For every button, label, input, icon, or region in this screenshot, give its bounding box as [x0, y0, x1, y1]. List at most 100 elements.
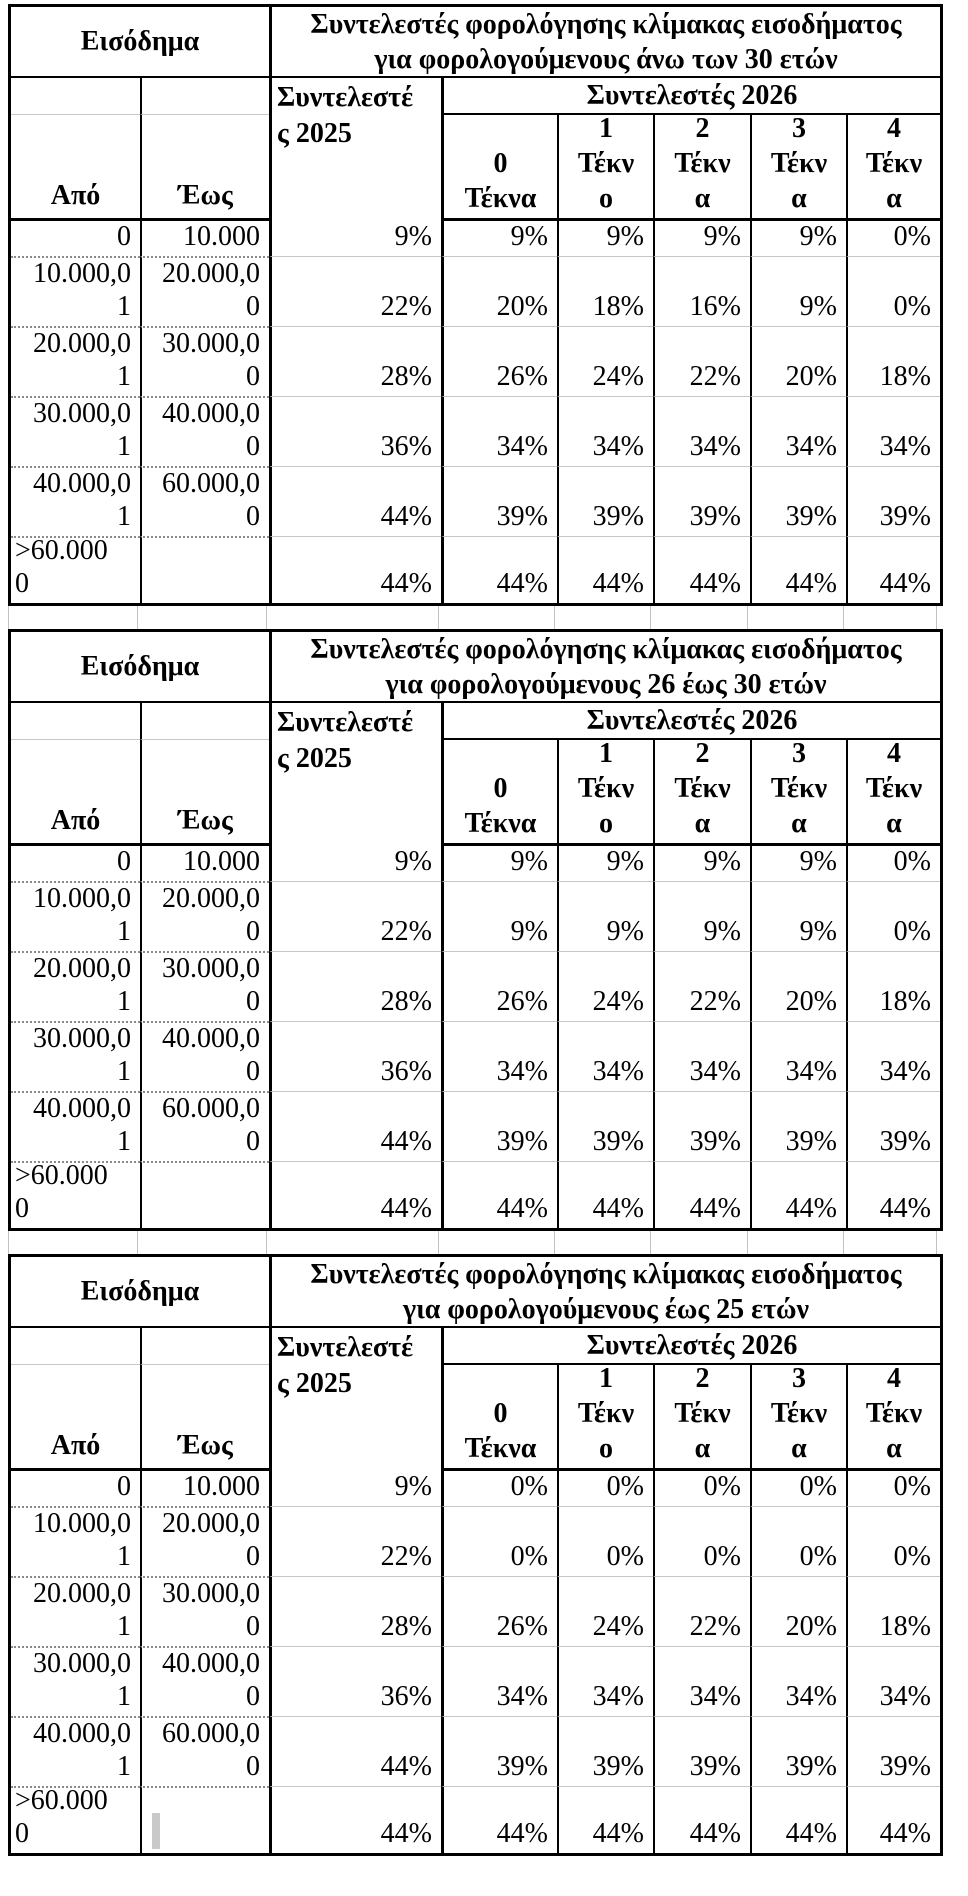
cell-from: >60.000 0	[11, 1161, 140, 1228]
grid-line-cell	[554, 606, 650, 629]
children-header-1: 1 Τέκν ο	[557, 740, 653, 846]
cell-from: 40.000,0 1	[11, 466, 140, 536]
cell-rate-2026-0: 20%	[441, 256, 557, 326]
cell-to	[140, 536, 269, 603]
rate-2025-header: Συντελεστέ ς 2025	[269, 1328, 441, 1471]
cell-to: 20.000,0 0	[140, 881, 269, 951]
cell-rate-2026-1: 18%	[557, 256, 653, 326]
cell-rate-2026-3: 44%	[750, 1161, 846, 1228]
children-header-0: 0 Τέκνα	[441, 1365, 557, 1471]
cell-rate-2026-1: 39%	[557, 1091, 653, 1161]
table-gap	[8, 1231, 943, 1254]
grid-line-cell	[438, 606, 554, 629]
blank-header-cell	[11, 703, 140, 740]
cell-rate-2026-1: 9%	[557, 846, 653, 881]
cell-to	[140, 1161, 269, 1228]
table-gap	[8, 606, 943, 629]
grid-line-cell	[650, 606, 747, 629]
grid-line-cell	[843, 1231, 937, 1254]
cell-from: 10.000,0 1	[11, 256, 140, 326]
cell-rate-2025: 44%	[269, 536, 441, 603]
cell-to: 30.000,0 0	[140, 326, 269, 396]
cell-rate-2025: 44%	[269, 1161, 441, 1228]
grid-line-cell	[266, 606, 438, 629]
cell-rate-2026-2: 44%	[653, 536, 750, 603]
grid-line-cell	[137, 1231, 266, 1254]
cell-rate-2026-3: 20%	[750, 951, 846, 1021]
cell-rate-2026-0: 39%	[441, 1091, 557, 1161]
cell-to: 60.000,0 0	[140, 1716, 269, 1786]
cell-rate-2026-0: 34%	[441, 1646, 557, 1716]
cell-rate-2026-0: 34%	[441, 1021, 557, 1091]
cell-rate-2026-3: 20%	[750, 1576, 846, 1646]
cell-rate-2026-4: 0%	[846, 1506, 940, 1576]
cell-rate-2026-0: 26%	[441, 951, 557, 1021]
cell-rate-2026-0: 34%	[441, 396, 557, 466]
cell-from: 20.000,0 1	[11, 1576, 140, 1646]
cell-rate-2025: 28%	[269, 326, 441, 396]
cell-rate-2025: 22%	[269, 1506, 441, 1576]
cell-rate-2026-1: 34%	[557, 396, 653, 466]
children-header-1: 1 Τέκν ο	[557, 1365, 653, 1471]
cell-rate-2026-4: 0%	[846, 1471, 940, 1506]
cell-rate-2026-4: 18%	[846, 1576, 940, 1646]
children-header-2: 2 Τέκν α	[653, 115, 750, 221]
cell-rate-2025: 22%	[269, 256, 441, 326]
cell-rate-2026-4: 18%	[846, 951, 940, 1021]
rate-2026-header: Συντελεστές 2026	[441, 1328, 940, 1365]
cell-rate-2025: 9%	[269, 221, 441, 256]
cell-rate-2026-2: 22%	[653, 951, 750, 1021]
children-header-4: 4 Τέκν α	[846, 1365, 940, 1471]
children-header-0: 0 Τέκνα	[441, 115, 557, 221]
cell-rate-2026-0: 9%	[441, 881, 557, 951]
tax-table-1: Εισόδημα Συντελεστές φορολόγησης κλίμακας…	[8, 4, 943, 606]
grid-line-cell	[137, 606, 266, 629]
cell-from: 0	[117, 846, 131, 877]
cell-rate-2026-0: 39%	[441, 466, 557, 536]
cell-rate-2025: 44%	[269, 1716, 441, 1786]
cell-rate-2026-0: 44%	[441, 1786, 557, 1853]
cell-rate-2026-1: 9%	[557, 221, 653, 256]
cell-rate-2026-4: 39%	[846, 466, 940, 536]
cell-from: 30.000,0 1	[11, 396, 140, 466]
from-header: Από	[11, 115, 140, 221]
cell-rate-2026-4: 18%	[846, 326, 940, 396]
text-cursor-artifact	[152, 1813, 160, 1849]
grid-line-cell	[650, 1231, 747, 1254]
cell-rate-2026-3: 0%	[750, 1471, 846, 1506]
cell-from: 20.000,0 1	[11, 951, 140, 1021]
blank-header-cell	[140, 703, 269, 740]
cell-to: 30.000,0 0	[140, 1576, 269, 1646]
cell-rate-2025: 28%	[269, 1576, 441, 1646]
children-header-2: 2 Τέκν α	[653, 740, 750, 846]
children-header-3: 3 Τέκν α	[750, 740, 846, 846]
cell-rate-2026-4: 39%	[846, 1091, 940, 1161]
tax-table-2: Εισόδημα Συντελεστές φορολόγησης κλίμακας…	[8, 629, 943, 1231]
blank-header-cell	[11, 1328, 140, 1365]
cell-rate-2026-1: 39%	[557, 1716, 653, 1786]
cell-rate-2026-2: 34%	[653, 1021, 750, 1091]
table-title: Συντελεστές φορολόγησης κλίμακας εισοδήμ…	[269, 632, 940, 703]
cell-rate-2026-4: 34%	[846, 1646, 940, 1716]
children-header-4: 4 Τέκν α	[846, 115, 940, 221]
cell-rate-2026-0: 9%	[441, 846, 557, 881]
cell-rate-2026-2: 0%	[653, 1471, 750, 1506]
cell-rate-2026-1: 44%	[557, 1161, 653, 1228]
cell-rate-2026-2: 0%	[653, 1506, 750, 1576]
cell-rate-2026-3: 9%	[750, 221, 846, 256]
children-header-3: 3 Τέκν α	[750, 1365, 846, 1471]
cell-rate-2026-4: 39%	[846, 1716, 940, 1786]
cell-rate-2026-3: 9%	[750, 846, 846, 881]
cell-rate-2025: 9%	[269, 1471, 441, 1506]
blank-header-cell	[140, 1328, 269, 1365]
cell-to: 40.000,0 0	[140, 1021, 269, 1091]
cell-rate-2026-2: 34%	[653, 396, 750, 466]
cell-rate-2026-1: 0%	[557, 1471, 653, 1506]
cell-rate-2026-1: 9%	[557, 881, 653, 951]
cell-rate-2026-4: 34%	[846, 1021, 940, 1091]
blank-header-cell	[11, 78, 140, 115]
income-header: Εισόδημα	[11, 632, 269, 703]
cell-from: 40.000,0 1	[11, 1091, 140, 1161]
cell-rate-2026-3: 39%	[750, 466, 846, 536]
